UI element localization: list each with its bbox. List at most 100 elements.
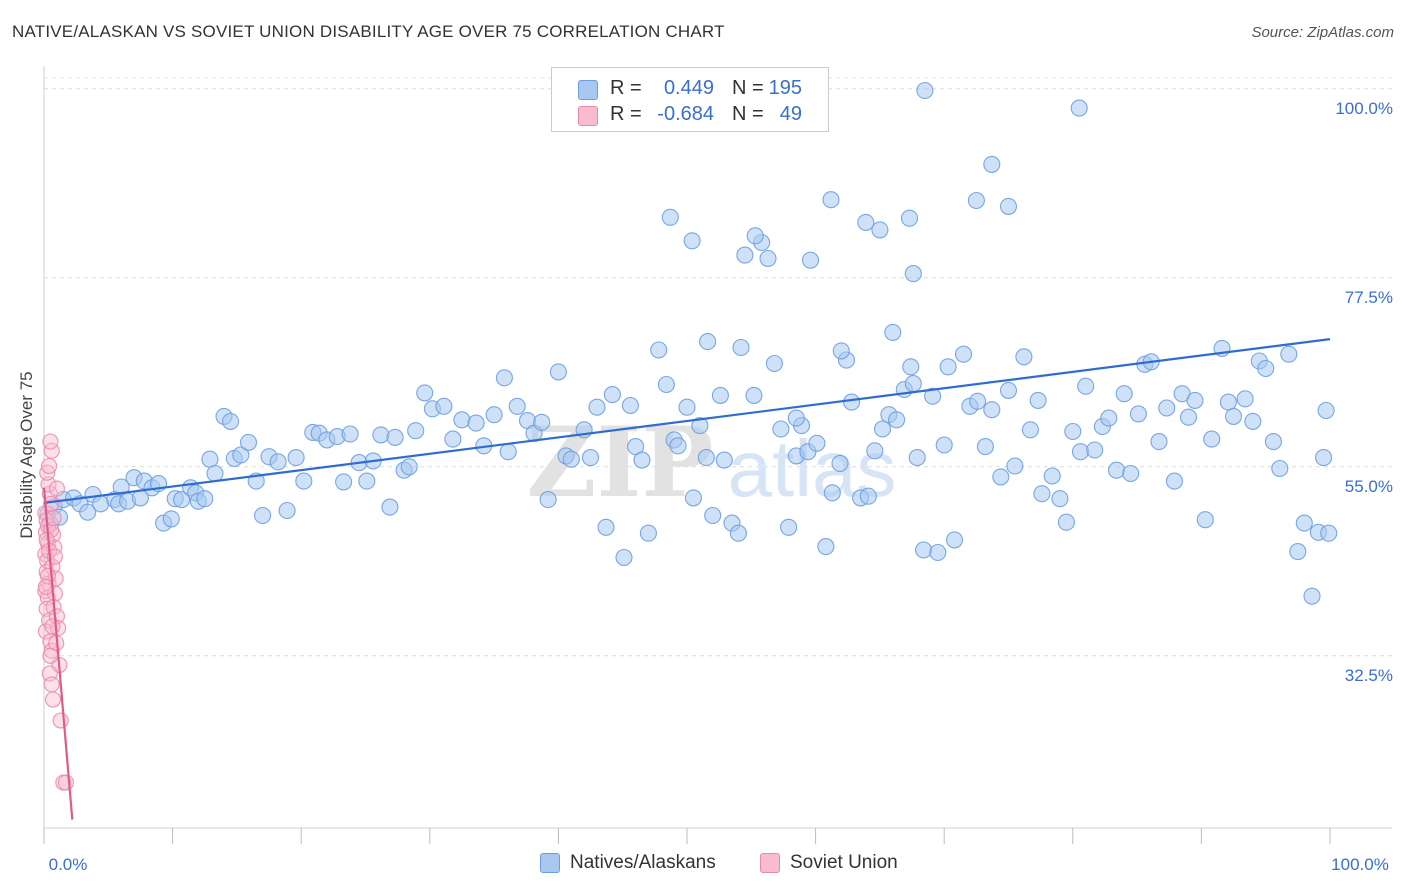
point-natives-109 (823, 484, 841, 502)
point-natives-56 (416, 384, 434, 402)
legend-r-value: 0.449 (663, 77, 714, 99)
point-natives-90 (691, 417, 709, 435)
point-natives-75 (581, 449, 600, 467)
point-natives-178 (1317, 401, 1335, 420)
y-tick-label-3: 100.0% (1335, 99, 1393, 118)
y-tick-label-2: 77.5% (1345, 288, 1393, 307)
point-natives-89 (684, 489, 702, 507)
point-natives-97 (736, 246, 754, 264)
point-natives-96 (729, 524, 747, 542)
legend-row-natives: R = 0.449 N = 195 (552, 76, 828, 102)
tick-labels: 32.5% 55.0% 77.5% 100.0% 0.0% 100.0% (49, 99, 1393, 874)
point-natives-54 (400, 458, 418, 476)
point-natives-172 (1280, 345, 1298, 363)
point-natives-84 (650, 341, 668, 359)
legend-r-label: R = (610, 77, 642, 99)
point-natives-132 (983, 401, 1001, 419)
trend-lines (42, 338, 1331, 820)
point-natives-197 (732, 338, 750, 357)
point-natives-145 (1077, 377, 1095, 395)
point-natives-64 (495, 369, 513, 387)
point-natives-112 (843, 393, 861, 411)
point-natives-179 (1320, 524, 1338, 542)
point-soviet-28 (48, 608, 65, 625)
point-natives-141 (1051, 490, 1069, 508)
point-natives-79 (615, 548, 633, 567)
point-soviet-26 (46, 585, 63, 602)
point-natives-142 (1057, 513, 1075, 531)
point-natives-101 (765, 354, 783, 373)
point-natives-167 (1244, 412, 1262, 430)
point-natives-87 (669, 437, 687, 455)
point-natives-134 (999, 381, 1018, 399)
point-natives-9 (92, 495, 110, 513)
x-tick-label-0: 0.0% (49, 855, 88, 874)
point-natives-177 (1315, 449, 1333, 467)
series-natives-alaskans (39, 81, 1338, 605)
point-natives-160 (1186, 391, 1204, 409)
point-natives-26 (196, 490, 214, 508)
point-natives-7 (79, 503, 97, 521)
legend-r-value: -0.684 (657, 103, 714, 125)
point-natives-138 (1029, 391, 1047, 409)
point-natives-51 (381, 498, 399, 516)
point-natives-114 (859, 487, 877, 505)
point-natives-136 (1015, 348, 1033, 366)
legend-r-label: R = (610, 103, 642, 125)
legend-box: R = 0.449 N = 195 R = -0.684 N = 49 (551, 67, 829, 132)
point-natives-107 (808, 434, 826, 452)
point-natives-103 (780, 518, 798, 536)
point-natives-139 (1033, 485, 1051, 503)
axes (43, 66, 1392, 844)
point-natives-165 (1224, 407, 1243, 425)
point-natives-118 (888, 411, 906, 429)
point-natives-146 (1086, 441, 1104, 459)
point-soviet-40 (45, 509, 62, 527)
legend-swatch-natives (578, 80, 598, 100)
point-natives-102 (772, 420, 790, 438)
point-natives-66 (508, 397, 526, 415)
legend-n-value: 49 (779, 103, 802, 125)
point-natives-164 (1219, 393, 1237, 411)
y-tick-label-1: 55.0% (1345, 477, 1393, 496)
point-natives-125 (935, 436, 953, 454)
point-natives-187 (900, 209, 919, 227)
point-natives-35 (254, 506, 272, 525)
point-natives-186 (871, 221, 889, 239)
point-natives-55 (407, 422, 425, 440)
point-natives-122 (915, 541, 933, 559)
point-natives-91 (697, 449, 715, 467)
point-natives-133 (992, 468, 1010, 486)
point-soviet-35 (52, 712, 69, 729)
point-natives-46 (341, 425, 359, 443)
point-natives-20 (162, 510, 180, 528)
point-natives-152 (1129, 405, 1147, 423)
point-natives-59 (444, 430, 462, 448)
point-natives-121 (908, 449, 926, 467)
point-natives-45 (335, 473, 353, 491)
point-natives-108 (817, 538, 835, 556)
point-natives-144 (1071, 443, 1090, 461)
point-natives-126 (939, 358, 957, 376)
point-natives-128 (954, 345, 973, 363)
point-natives-94 (715, 451, 733, 469)
chart-title: NATIVE/ALASKAN VS SOVIET UNION DISABILIT… (12, 22, 725, 41)
trend-line-soviet (42, 487, 74, 820)
watermark-zip: ZIP (526, 406, 713, 519)
point-natives-83 (639, 524, 657, 542)
point-natives-161 (1196, 511, 1214, 529)
point-natives-148 (1100, 409, 1118, 427)
point-natives-159 (1179, 408, 1198, 426)
point-natives-198 (699, 333, 717, 351)
point-natives-61 (467, 414, 485, 432)
legend-n-value: 195 (768, 77, 802, 99)
point-natives-28 (206, 464, 224, 483)
legend-row-soviet: R = -0.684 N = 49 (552, 102, 828, 128)
point-natives-196 (904, 375, 922, 393)
point-natives-180 (916, 81, 934, 100)
point-natives-37 (269, 453, 287, 471)
point-natives-170 (1264, 433, 1282, 451)
point-natives-124 (929, 543, 947, 562)
point-natives-162 (1203, 430, 1221, 448)
point-natives-60 (453, 411, 471, 429)
